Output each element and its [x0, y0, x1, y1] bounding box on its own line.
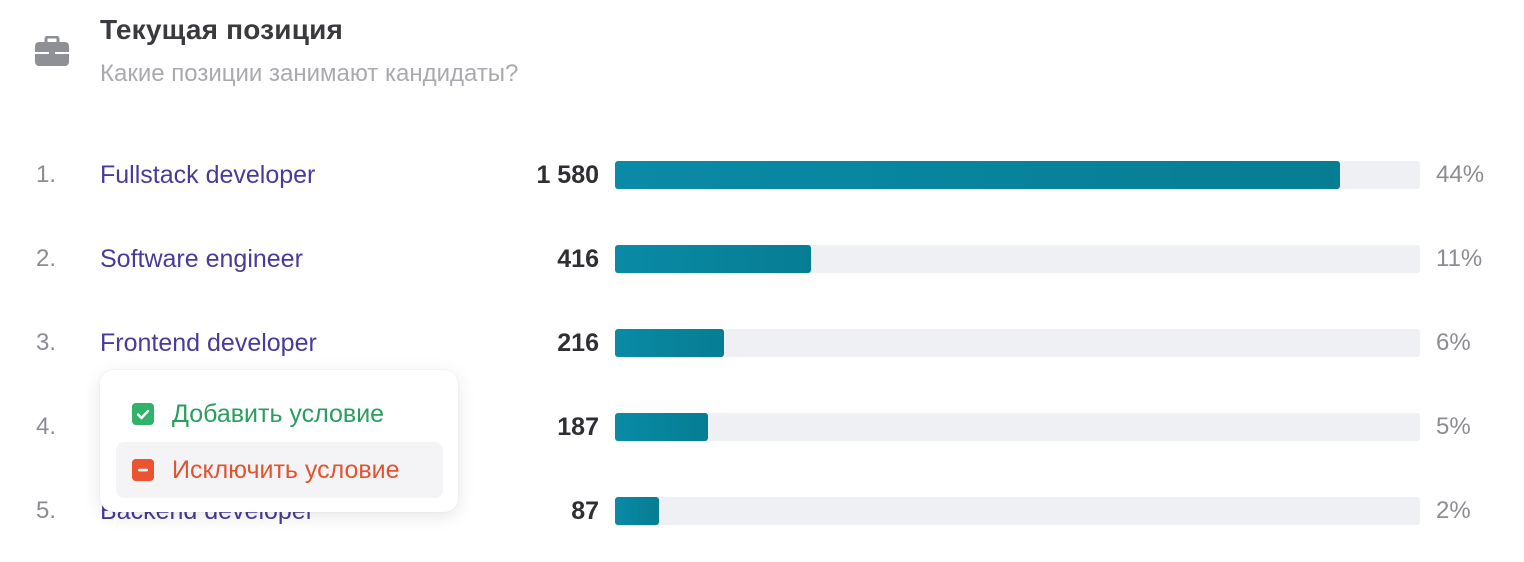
section-title: Текущая позиция — [100, 14, 344, 45]
list-item: 2. Software engineer 416 11% — [0, 239, 1524, 279]
count-value: 87 — [571, 497, 599, 525]
bar-track — [615, 497, 1420, 525]
briefcase-icon — [35, 36, 69, 66]
bar-track — [615, 161, 1420, 189]
count-value: 1 580 — [536, 161, 599, 189]
position-link[interactable]: Fullstack developer — [100, 161, 316, 189]
checkbox-checked-icon — [132, 403, 154, 425]
bar-fill — [615, 245, 812, 273]
percent-value: 5% — [1436, 413, 1471, 440]
minus-square-icon — [132, 459, 154, 481]
bar-track — [615, 329, 1420, 357]
percent-value: 2% — [1436, 497, 1471, 524]
list-item: 3. Frontend developer 216 6% — [0, 323, 1524, 363]
exclude-condition-label: Исключить условие — [172, 456, 400, 484]
add-condition-label: Добавить условие — [172, 400, 385, 428]
percent-value: 6% — [1436, 329, 1471, 356]
bar-fill — [615, 413, 708, 441]
bar-fill — [615, 161, 1340, 189]
count-value: 216 — [557, 329, 599, 357]
position-link[interactable]: Frontend developer — [100, 329, 317, 357]
list-item: 4. 187 5% — [0, 407, 1524, 447]
count-value: 416 — [557, 245, 599, 273]
bar-fill — [615, 329, 724, 357]
list-item: 1. Fullstack developer 1 580 44% — [0, 155, 1524, 195]
count-value: 187 — [557, 413, 599, 441]
rank-number: 4. — [36, 413, 57, 440]
exclude-condition-button[interactable]: Исключить условие — [116, 442, 443, 498]
add-condition-button[interactable]: Добавить условие — [116, 386, 443, 442]
percent-value: 44% — [1436, 161, 1485, 188]
rank-number: 2. — [36, 245, 57, 272]
bar-track — [615, 245, 1420, 273]
position-link[interactable]: Software engineer — [100, 245, 303, 273]
bar-fill — [615, 497, 660, 525]
percent-value: 11% — [1436, 245, 1483, 272]
rank-number: 5. — [36, 497, 57, 524]
bar-track — [615, 413, 1420, 441]
section-subtitle: Какие позиции занимают кандидаты? — [100, 60, 519, 87]
context-menu: Добавить условие Исключить условие — [100, 370, 458, 512]
rank-number: 1. — [36, 161, 57, 188]
rank-number: 3. — [36, 329, 57, 356]
